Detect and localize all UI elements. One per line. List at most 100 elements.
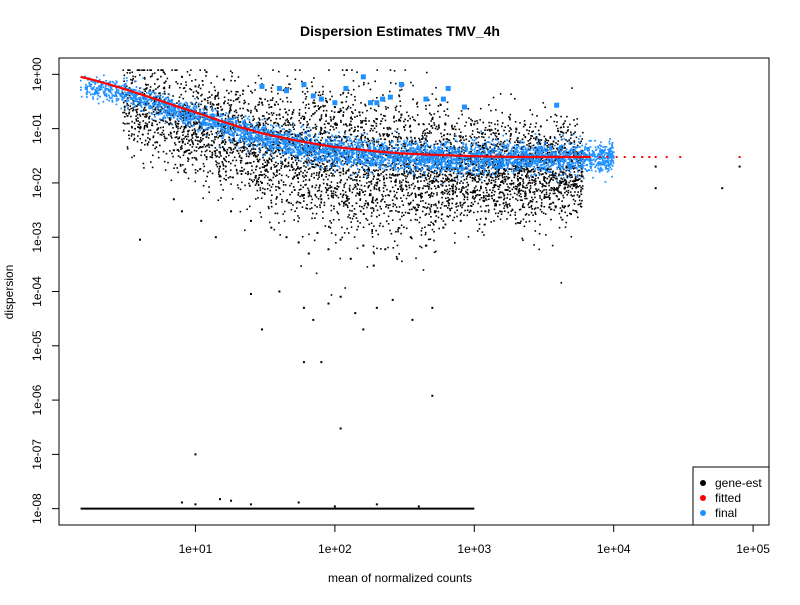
gene-est-point <box>332 192 335 195</box>
gene-est-point <box>427 99 430 101</box>
gene-est-point <box>502 202 505 204</box>
gene-est-point <box>347 168 350 171</box>
gene-est-point <box>266 163 269 166</box>
gene-est-point <box>540 173 543 176</box>
gene-est-point <box>311 166 314 168</box>
gene-est-point <box>409 203 412 205</box>
gene-est-point <box>175 81 177 83</box>
gene-est-point <box>499 210 501 213</box>
gene-est-point <box>358 171 360 173</box>
gene-est-point <box>532 171 535 173</box>
gene-est-point <box>164 169 167 171</box>
gene-est-point <box>216 130 219 133</box>
gene-est-point <box>420 230 423 232</box>
gene-est-point <box>431 171 433 173</box>
gene-est-point <box>269 189 272 192</box>
gene-est-point <box>509 190 511 192</box>
gene-est-point <box>312 136 315 138</box>
gene-est-point <box>571 176 573 178</box>
gene-est-point <box>419 195 422 197</box>
gene-est-point <box>375 205 377 207</box>
gene-est-point <box>386 148 388 151</box>
gene-est-point <box>146 123 149 125</box>
gene-est-point <box>522 125 525 128</box>
gene-est-point <box>506 206 509 209</box>
gene-est-point <box>487 148 489 151</box>
gene-est-point <box>334 136 336 139</box>
gene-est-point <box>496 200 499 203</box>
gene-est-point <box>234 164 236 167</box>
gene-est-point <box>355 185 357 188</box>
gene-est-point <box>395 191 398 194</box>
gene-est-point <box>507 177 509 180</box>
gene-est-point <box>462 182 464 184</box>
gene-est-point <box>546 142 549 144</box>
gene-est-point <box>488 198 490 201</box>
gene-est-point <box>574 167 576 169</box>
gene-est-point <box>558 226 561 229</box>
gene-est-point <box>556 143 559 146</box>
gene-est-point <box>211 153 214 156</box>
gene-est-point <box>555 124 558 127</box>
gene-est-point <box>278 144 280 147</box>
gene-est-point <box>174 69 176 71</box>
gene-est-point <box>560 192 563 195</box>
gene-est-point <box>368 170 370 172</box>
gene-est-point <box>185 138 188 141</box>
gene-est-point <box>220 135 222 137</box>
gene-est-point <box>149 75 152 78</box>
gene-est-point <box>549 208 552 211</box>
gene-est-point <box>490 173 493 175</box>
gene-est-point <box>561 131 564 134</box>
gene-est-point <box>368 139 371 142</box>
gene-est-point <box>561 206 564 208</box>
gene-est-point <box>160 119 162 121</box>
gene-est-point <box>214 147 217 149</box>
gene-est-point <box>494 172 496 175</box>
gene-est-point <box>195 90 198 92</box>
gene-est-point <box>569 176 572 179</box>
gene-est-point <box>370 124 373 127</box>
gene-est-point <box>222 189 224 191</box>
gene-est-point <box>345 100 347 103</box>
gene-est-point <box>209 106 212 108</box>
gene-est-point <box>324 170 327 172</box>
gene-est-point <box>357 225 360 228</box>
gene-est-point <box>239 161 242 164</box>
gene-est-point <box>162 129 165 132</box>
gene-est-point <box>570 133 573 136</box>
gene-est-point <box>193 123 195 126</box>
gene-est-point <box>544 138 547 140</box>
gene-est-point <box>410 81 412 84</box>
gene-est-point <box>204 112 207 115</box>
gene-est-point <box>478 175 480 177</box>
gene-est-point <box>538 133 541 136</box>
gene-est-point <box>565 139 567 141</box>
gene-est-point <box>268 158 271 161</box>
gene-est-point <box>550 116 552 118</box>
gene-est-point <box>218 135 221 138</box>
gene-est-point <box>266 152 268 154</box>
gene-est-point <box>277 162 280 165</box>
gene-est-point <box>530 134 532 137</box>
gene-est-point <box>507 189 509 191</box>
gene-est-point <box>358 180 361 182</box>
gene-est-point <box>296 135 299 137</box>
gene-est-point <box>465 178 468 180</box>
gene-est-point <box>455 187 458 189</box>
gene-est-point <box>433 124 436 126</box>
gene-est-point <box>292 204 294 206</box>
gene-est-point <box>340 179 342 181</box>
gene-est-point <box>521 199 523 202</box>
gene-est-point <box>481 150 484 153</box>
gene-est-point <box>456 202 458 205</box>
gene-est-point <box>336 185 339 187</box>
gene-est-point <box>534 184 536 186</box>
gene-est-point <box>553 186 556 189</box>
gene-est-point <box>174 163 177 166</box>
gene-est-point <box>389 143 391 146</box>
gene-est-point <box>457 169 459 172</box>
gene-est-point <box>264 170 267 172</box>
gene-est-point <box>475 142 477 144</box>
gene-est-point <box>137 126 140 129</box>
